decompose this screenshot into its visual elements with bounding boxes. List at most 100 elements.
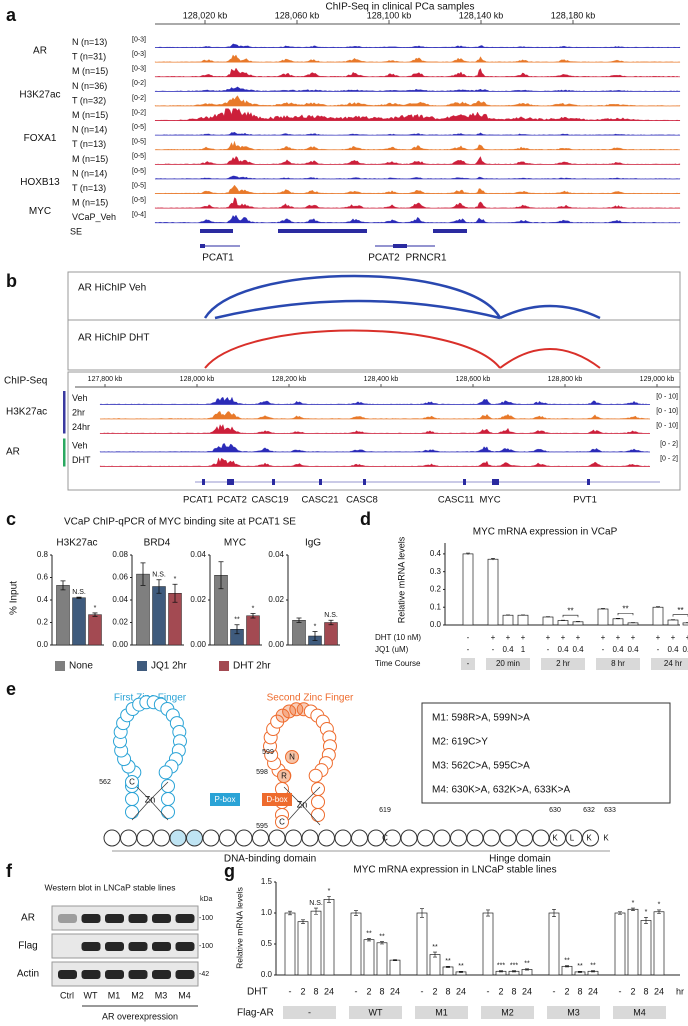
residue-number: 632 <box>583 807 595 814</box>
tick-label: 128,200 kb <box>272 376 307 383</box>
bar <box>310 910 322 976</box>
bar <box>350 912 362 976</box>
y-tick-label: 0.6 <box>37 573 49 582</box>
y-tick-label: 0.0 <box>261 970 273 979</box>
time-label: 8 hr <box>611 659 625 668</box>
time-label: 24 hr <box>664 659 683 668</box>
cell: + <box>576 633 581 642</box>
track-label: N (n=14) <box>72 125 107 135</box>
gene-label: PCAT2 <box>368 253 400 264</box>
residue-letter: K <box>586 834 592 843</box>
group-label: HOXB13 <box>20 177 60 188</box>
group-label: AR <box>6 447 20 458</box>
blot <box>51 933 199 959</box>
error-bar <box>301 919 305 924</box>
super-enhancer <box>278 229 367 233</box>
y-tick-label: 0.04 <box>112 595 128 604</box>
panel-label: d <box>360 509 371 529</box>
residue-number: 562 <box>99 779 111 786</box>
footer-label: AR overexpression <box>102 1011 178 1021</box>
track-label: M (n=15) <box>72 66 108 76</box>
residue <box>582 829 599 847</box>
cell: - <box>421 986 424 996</box>
kda-label: -42 <box>199 971 209 978</box>
track-range: [0-5] <box>132 197 146 204</box>
group-box <box>613 1006 666 1019</box>
track-range: [0 - 10] <box>656 408 678 415</box>
bar <box>56 585 70 646</box>
track-label: N (n=14) <box>72 168 107 178</box>
legend-label: DHT 2hr <box>233 661 271 672</box>
axis-title: % Input <box>9 581 20 615</box>
residue <box>125 792 139 806</box>
error-bar <box>433 951 437 958</box>
y-tick-label: 0.02 <box>112 618 128 627</box>
tick-label: 128,800 kb <box>548 376 583 383</box>
bond <box>131 799 151 821</box>
row-label: DHT <box>247 987 268 998</box>
bar <box>557 620 569 626</box>
axis-title: Relative mRNA levels <box>234 887 244 969</box>
group-box <box>481 1006 534 1019</box>
p-box-label: P-box <box>215 795 236 804</box>
residue <box>311 795 325 809</box>
bar <box>652 606 664 626</box>
gene-label: CASC8 <box>346 495 378 506</box>
panel-title: MYC mRNA expression in VCaP <box>473 527 618 538</box>
error-bar <box>296 617 302 623</box>
track-label: Veh <box>72 393 88 403</box>
exon <box>363 479 366 485</box>
significance: * <box>252 605 255 612</box>
error-bar <box>288 910 292 916</box>
group-label: AR <box>33 46 47 57</box>
band <box>81 942 101 951</box>
mutant-label: M3: 562C>A, 595C>A <box>432 761 530 772</box>
signal-track <box>154 156 681 165</box>
bar <box>597 608 609 626</box>
bar <box>462 553 474 626</box>
loop-arc <box>214 299 501 320</box>
sig-bracket <box>562 614 579 618</box>
signal-track <box>154 131 681 136</box>
significance: *** <box>497 963 505 970</box>
significance: * <box>632 900 635 907</box>
error-bar <box>354 910 358 916</box>
row-label: JQ1 (uM) <box>375 645 409 654</box>
group-label: WT <box>369 1007 383 1017</box>
super-enhancer <box>200 229 233 233</box>
panel-title: MYC mRNA expression in LNCaP stable line… <box>353 865 556 876</box>
track-label: 24hr <box>72 422 90 432</box>
cell: + <box>686 633 688 642</box>
significance: ** <box>379 933 385 940</box>
cell: 2 <box>564 986 569 996</box>
bar <box>323 899 335 976</box>
panel-label: f <box>6 861 13 881</box>
group-label: H3K27ac <box>19 89 60 100</box>
bond <box>301 804 321 826</box>
residue <box>516 829 533 847</box>
significance: N.S. <box>152 572 166 579</box>
residue-letter: C <box>382 834 388 843</box>
exon <box>393 244 407 248</box>
residue <box>499 829 517 847</box>
zn-label: Zn <box>145 794 156 804</box>
band <box>58 914 77 923</box>
signal-track <box>154 108 681 121</box>
error-bar <box>631 622 635 624</box>
error-bar <box>466 552 470 555</box>
row-label: Actin <box>17 969 39 980</box>
error-bar <box>486 909 490 917</box>
cell: - <box>602 645 605 654</box>
cell: + <box>546 633 551 642</box>
track-label: T (n=13) <box>72 139 106 149</box>
error-bar <box>250 613 256 619</box>
significance: ** <box>677 606 683 615</box>
bar <box>487 558 499 626</box>
loop-title: AR HiChIP Veh <box>78 283 146 294</box>
group-label: M2 <box>501 1007 514 1017</box>
time-box <box>596 658 640 670</box>
error-bar <box>506 614 510 616</box>
bar <box>72 597 86 646</box>
loop-arc <box>499 304 601 320</box>
